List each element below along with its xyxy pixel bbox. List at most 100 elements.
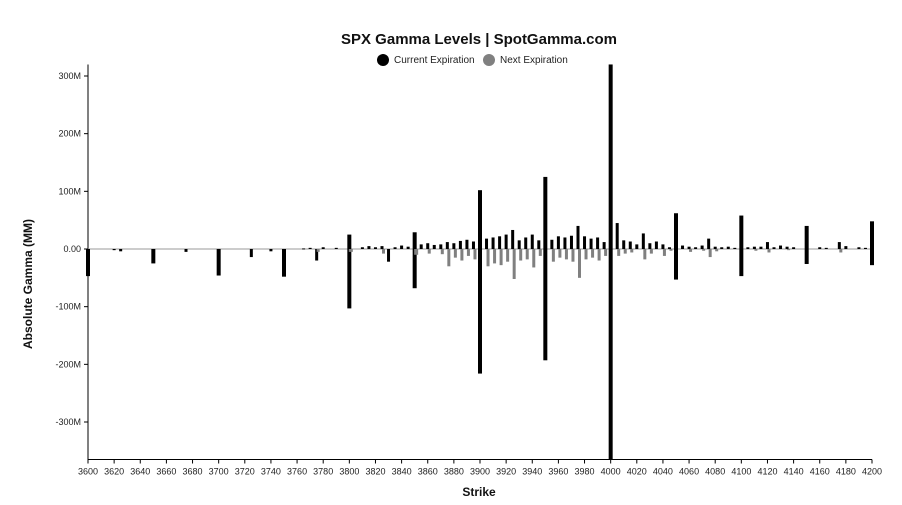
x-tick-label: 3620 — [104, 466, 124, 476]
x-tick-label: 3860 — [418, 466, 438, 476]
bar-next-expiration — [578, 249, 581, 278]
legend: Current Expiration Next Expiration — [377, 54, 568, 66]
bars — [86, 64, 874, 460]
legend-next-swatch — [483, 54, 495, 66]
x-tick-label: 3680 — [183, 466, 203, 476]
bar-current-expiration — [367, 246, 371, 249]
bar-current-expiration — [700, 245, 704, 249]
y-tick-label: 300M — [58, 71, 81, 81]
bar-current-expiration — [739, 215, 744, 249]
bar-next-expiration — [453, 249, 457, 258]
bar-current-expiration — [687, 246, 691, 249]
bar-current-expiration — [596, 237, 600, 249]
bar-current-expiration — [302, 248, 306, 250]
x-tick-label: 3900 — [470, 466, 490, 476]
bar-current-expiration — [641, 233, 645, 249]
bar-current-expiration — [759, 246, 763, 249]
bar-current-expiration — [576, 225, 580, 249]
bar-next-expiration — [754, 249, 758, 251]
chart-title: SPX Gamma Levels | SpotGamma.com — [341, 31, 617, 48]
bar-next-expiration — [427, 249, 431, 254]
y-axis-label: Absolute Gamma (MM) — [21, 219, 35, 349]
bar-current-expiration — [119, 249, 123, 252]
bar-current-expiration — [406, 246, 410, 249]
bar-next-expiration — [702, 249, 706, 251]
x-axis-label: Strike — [462, 485, 496, 499]
bar-next-expiration — [662, 249, 666, 256]
bar-next-expiration — [649, 249, 653, 254]
bar-next-expiration — [316, 249, 320, 252]
bar-current-expiration — [491, 237, 495, 249]
bar-current-expiration — [478, 190, 482, 249]
legend-next-label: Next Expiration — [500, 55, 568, 66]
bar-current-expiration — [86, 249, 90, 277]
bar-next-expiration — [643, 249, 647, 260]
bar-current-expiration — [628, 241, 632, 249]
x-tick-label: 3600 — [78, 466, 98, 476]
bar-current-expiration — [439, 244, 443, 249]
x-tick-label: 3920 — [496, 466, 516, 476]
bar-current-expiration — [485, 238, 489, 249]
bar-current-expiration — [733, 247, 737, 249]
bar-current-expiration — [765, 242, 769, 249]
y-tick-label: 100M — [58, 186, 81, 196]
bar-next-expiration — [414, 249, 419, 255]
bar-next-expiration — [506, 249, 510, 262]
y-tick-label: 200M — [58, 129, 81, 139]
bar-current-expiration — [471, 241, 475, 249]
bar-next-expiration — [839, 249, 843, 253]
bar-current-expiration — [622, 240, 626, 249]
x-tick-label: 3880 — [444, 466, 464, 476]
bar-current-expiration — [792, 247, 796, 249]
bar-current-expiration — [857, 247, 861, 249]
bar-current-expiration — [511, 229, 515, 249]
bar-next-expiration — [519, 249, 523, 261]
x-tick-label: 4080 — [705, 466, 725, 476]
bar-current-expiration — [151, 249, 156, 264]
bar-next-expiration — [525, 249, 529, 260]
x-tick-label: 3640 — [130, 466, 150, 476]
x-tick-label: 4060 — [679, 466, 699, 476]
x-tick-label: 3740 — [261, 466, 281, 476]
bar-next-expiration — [630, 249, 634, 253]
x-tick-label: 3940 — [522, 466, 542, 476]
bar-current-expiration — [667, 247, 671, 249]
bar-current-expiration — [648, 243, 652, 249]
bar-current-expiration — [804, 225, 809, 249]
bar-current-expiration — [608, 249, 613, 460]
bar-next-expiration — [460, 249, 464, 261]
bar-next-expiration — [604, 249, 608, 256]
bar-current-expiration — [608, 64, 613, 250]
x-tick-label: 3660 — [156, 466, 176, 476]
bar-current-expiration — [543, 249, 548, 361]
x-tick-label: 3840 — [392, 466, 412, 476]
bar-current-expiration — [282, 249, 286, 277]
bar-next-expiration — [571, 249, 575, 262]
bar-current-expiration — [635, 244, 639, 249]
bar-current-expiration — [393, 247, 397, 249]
bar-current-expiration — [478, 249, 482, 374]
bar-current-expiration — [347, 249, 352, 309]
bar-current-expiration — [615, 223, 619, 249]
bar-current-expiration — [216, 249, 221, 276]
bar-current-expiration — [412, 249, 417, 289]
bar-next-expiration — [564, 249, 568, 260]
bar-current-expiration — [432, 244, 436, 249]
bar-current-expiration — [543, 176, 548, 249]
bar-current-expiration — [419, 244, 423, 249]
x-tick-label: 3780 — [313, 466, 333, 476]
x-tick-label: 4020 — [627, 466, 647, 476]
x-tick-label: 3760 — [287, 466, 307, 476]
y-tick-label: 0.00 — [63, 244, 81, 254]
bar-current-expiration — [517, 240, 521, 249]
bar-current-expiration — [400, 245, 404, 249]
bar-current-expiration — [804, 249, 809, 264]
bar-next-expiration — [558, 249, 562, 258]
bar-current-expiration — [315, 249, 319, 261]
bar-current-expiration — [556, 236, 560, 249]
bar-next-expiration — [591, 249, 595, 258]
bar-next-expiration — [493, 249, 497, 264]
bar-current-expiration — [739, 249, 744, 277]
bar-next-expiration — [440, 249, 444, 255]
